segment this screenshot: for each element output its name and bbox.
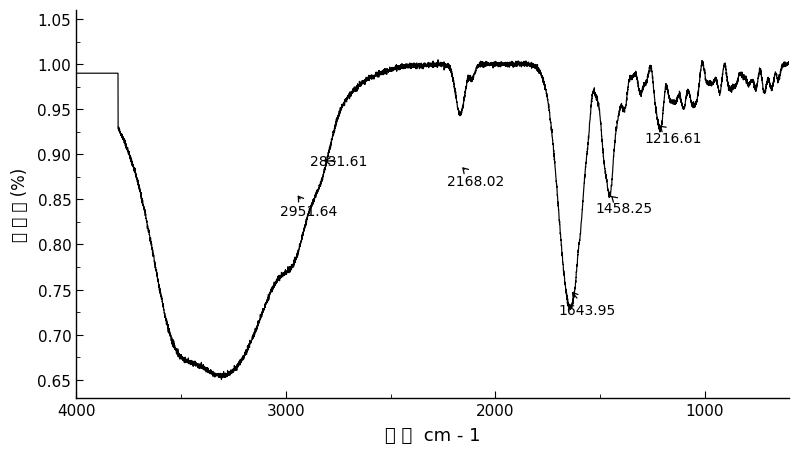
Text: 1216.61: 1216.61 bbox=[645, 127, 702, 146]
Text: 1458.25: 1458.25 bbox=[596, 197, 653, 216]
Text: 2831.61: 2831.61 bbox=[310, 155, 367, 169]
Text: 2168.02: 2168.02 bbox=[447, 169, 504, 189]
X-axis label: 波 数  cm - 1: 波 数 cm - 1 bbox=[385, 426, 480, 444]
Text: 1643.95: 1643.95 bbox=[558, 293, 615, 317]
Text: 2951.64: 2951.64 bbox=[280, 197, 338, 218]
Y-axis label: 透 光 率 (%): 透 光 率 (%) bbox=[11, 167, 29, 242]
